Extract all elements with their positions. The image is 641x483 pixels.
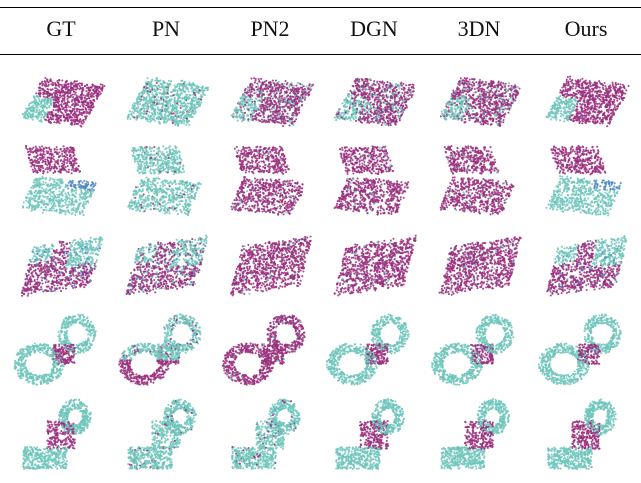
header-rule	[0, 54, 641, 55]
point-cloud-rings-pn	[116, 308, 216, 390]
point-cloud-bracket-3dn	[429, 391, 529, 473]
point-cloud-tray-dgn	[324, 56, 424, 138]
point-cloud-rings-dgn	[324, 308, 424, 390]
point-cloud-chair-ours	[536, 139, 636, 221]
column-header-dgn: DGN	[329, 12, 419, 46]
point-cloud-tray-ours	[536, 56, 636, 138]
point-cloud-rings-ours	[536, 308, 636, 390]
point-cloud-bracket-dgn	[324, 391, 424, 473]
column-header-ours: Ours	[541, 12, 631, 46]
point-cloud-rings-3dn	[429, 308, 529, 390]
point-cloud-chair-gt	[11, 139, 111, 221]
point-cloud-tray-gt	[11, 56, 111, 138]
column-header-pn: PN	[121, 12, 211, 46]
column-header-pn2: PN2	[225, 12, 315, 46]
point-cloud-box-pn	[116, 223, 216, 305]
point-cloud-chair-3dn	[429, 139, 529, 221]
point-cloud-box-pn2	[220, 223, 320, 305]
point-cloud-box-dgn	[324, 223, 424, 305]
point-cloud-rings-gt	[11, 308, 111, 390]
point-cloud-chair-pn2	[220, 139, 320, 221]
point-cloud-bracket-ours	[536, 391, 636, 473]
point-cloud-tray-pn	[116, 56, 216, 138]
point-cloud-bracket-pn2	[220, 391, 320, 473]
point-cloud-box-3dn	[429, 223, 529, 305]
point-cloud-bracket-pn	[116, 391, 216, 473]
point-cloud-box-gt	[11, 223, 111, 305]
point-cloud-bracket-gt	[11, 391, 111, 473]
column-header-3dn: 3DN	[434, 12, 524, 46]
point-cloud-chair-pn	[116, 139, 216, 221]
point-cloud-tray-pn2	[220, 56, 320, 138]
point-cloud-rings-pn2	[220, 308, 320, 390]
point-cloud-chair-dgn	[324, 139, 424, 221]
top-rule	[0, 7, 641, 8]
point-cloud-box-ours	[536, 223, 636, 305]
column-header-gt: GT	[16, 12, 106, 46]
point-cloud-tray-3dn	[429, 56, 529, 138]
